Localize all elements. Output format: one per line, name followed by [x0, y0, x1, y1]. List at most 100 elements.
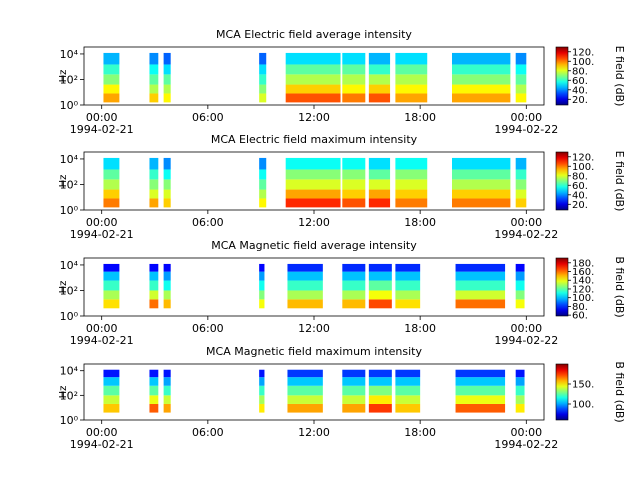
spectrogram-cell: [515, 369, 525, 378]
colorbar: [555, 151, 569, 211]
spectrogram-cell: [368, 403, 392, 413]
colorbar-tick-label: 60.: [572, 311, 588, 322]
spectrogram-cell: [285, 189, 341, 199]
spectrogram-cell: [395, 271, 421, 281]
colorbar-label: B field (dB): [613, 361, 626, 422]
spectrogram-cell: [259, 280, 265, 291]
spectrogram-cell: [395, 280, 421, 291]
x-tick-label: 00:00 1994-02-21: [70, 216, 134, 241]
spectrogram-cell: [455, 395, 506, 404]
spectrogram-cell: [395, 64, 428, 75]
spectrogram-cell: [395, 52, 428, 65]
spectrogram-cell: [163, 290, 171, 300]
spectrogram-cell: [368, 84, 391, 94]
spectrogram-cell: [368, 369, 392, 378]
spectrogram-cell: [163, 271, 171, 281]
x-tick-label: 18:00: [404, 111, 436, 124]
x-tick-label: 12:00: [298, 111, 330, 124]
spectrogram-cell: [515, 84, 527, 94]
spectrogram-cell: [452, 74, 511, 85]
spectrogram-cell: [149, 385, 159, 396]
colorbar-tick-label: 20.: [572, 200, 588, 211]
spectrogram-cell: [285, 74, 341, 85]
spectrogram-cell: [342, 280, 366, 291]
x-tick-label: 00:00 1994-02-21: [70, 322, 134, 347]
spectrogram-cell: [368, 299, 392, 309]
spectrogram-cell: [515, 189, 527, 199]
y-tick-label: 10²: [60, 389, 78, 402]
spectrogram-cell: [103, 169, 120, 180]
panel-title: MCA Magnetic field average intensity: [211, 239, 417, 252]
spectrogram-cell: [163, 299, 171, 309]
spectrogram-cell: [342, 385, 366, 396]
spectrogram-cell: [342, 369, 366, 378]
spectrogram-cell: [149, 403, 159, 413]
spectrogram-cell: [452, 189, 511, 199]
spectrogram-cell: [259, 263, 265, 272]
colorbar: [555, 257, 569, 317]
spectrogram-cell: [103, 369, 120, 378]
spectrogram-cell: [103, 377, 120, 386]
spectrogram-cell: [259, 74, 267, 85]
spectrogram-cell: [452, 198, 511, 208]
y-tick-label: 10²: [60, 73, 78, 86]
y-tick-label: 10⁰: [60, 204, 79, 217]
panel-title: MCA Electric field average intensity: [216, 28, 412, 41]
x-tick-label: 00:00 1994-02-22: [494, 216, 558, 241]
spectrogram-cell: [395, 385, 421, 396]
spectrogram-cell: [163, 52, 171, 65]
spectrogram-cell: [368, 385, 392, 396]
spectrogram-cell: [259, 290, 265, 300]
spectrogram-cell: [259, 271, 265, 281]
spectrogram-cell: [515, 169, 527, 180]
x-tick-label: 12:00: [298, 426, 330, 439]
spectrogram-cell: [515, 280, 525, 291]
x-tick-label: 06:00: [192, 216, 224, 229]
y-axis-label: Hz: [58, 175, 69, 188]
spectrogram-cell: [287, 403, 323, 413]
spectrogram-cell: [455, 299, 506, 309]
spectrogram-cell: [515, 290, 525, 300]
spectrogram-cell: [149, 290, 159, 300]
colorbar-tick-label: 100.: [572, 400, 594, 411]
panel-title: MCA Electric field maximum intensity: [211, 133, 418, 146]
spectrogram-cell: [285, 84, 341, 94]
spectrogram-cell: [287, 271, 323, 281]
spectrogram-cell: [368, 263, 392, 272]
spectrogram-cell: [103, 263, 120, 272]
spectrogram-cell: [287, 385, 323, 396]
spectrogram-cell: [285, 157, 341, 170]
spectrogram-cell: [103, 299, 120, 309]
spectrogram-cell: [395, 198, 428, 208]
y-tick-label: 10⁰: [60, 414, 79, 427]
y-tick-label: 10²: [60, 178, 78, 191]
spectrogram-cell: [455, 271, 506, 281]
spectrogram-cell: [149, 198, 159, 208]
spectrogram-cell: [368, 52, 391, 65]
spectrogram-cell: [287, 263, 323, 272]
spectrogram-cell: [455, 385, 506, 396]
spectrogram-cell: [452, 93, 511, 103]
colorbar-tick-label: 100.: [572, 57, 594, 68]
spectrogram-cell: [515, 179, 527, 190]
y-tick-label: 10⁰: [60, 310, 79, 323]
spectrogram-cell: [285, 93, 341, 103]
spectrogram-cell: [163, 280, 171, 291]
colorbar-tick-label: 100.: [572, 293, 594, 304]
spectrogram-cell: [452, 84, 511, 94]
colorbar-tick-label: 100.: [572, 162, 594, 173]
spectrogram-cell: [452, 157, 511, 170]
spectrogram-cell: [368, 93, 391, 103]
spectrogram-cell: [259, 157, 267, 170]
spectrogram-cell: [149, 84, 159, 94]
spectrogram-cell: [342, 403, 366, 413]
spectrogram-cell: [149, 74, 159, 85]
spectrogram-cell: [149, 157, 159, 170]
spectrogram-cell: [259, 395, 265, 404]
colorbar-label: E field (dB): [613, 46, 626, 107]
spectrogram-cell: [163, 93, 171, 103]
spectrogram-cell: [455, 377, 506, 386]
spectrogram-cell: [103, 157, 120, 170]
spectrogram-cell: [342, 189, 366, 199]
colorbar-tick-label: 40.: [572, 85, 588, 96]
